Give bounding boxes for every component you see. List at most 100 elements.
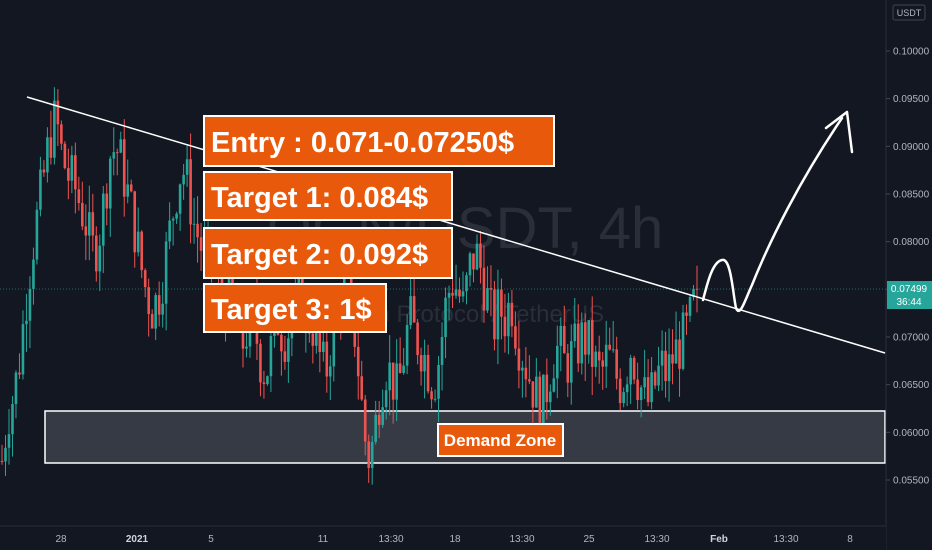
candle-up — [53, 100, 56, 158]
candle-up — [573, 323, 577, 342]
candle-down — [157, 295, 161, 315]
candle-up — [433, 398, 437, 400]
candle-up — [171, 218, 175, 221]
time-tick-label: Feb — [710, 534, 728, 545]
candle-down — [349, 272, 353, 288]
candle-up — [46, 137, 49, 173]
candle-up — [552, 378, 556, 392]
time-tick-label: 25 — [583, 534, 595, 545]
price-tick-label: 0.07000 — [893, 333, 930, 344]
candle-down — [615, 349, 618, 379]
candle-down — [590, 320, 594, 367]
candle-down — [143, 270, 147, 288]
target2-label[interactable]: Target 2: 0.092$ — [203, 227, 453, 279]
candle-down — [503, 316, 507, 337]
candle-down — [105, 193, 109, 209]
candle-up — [35, 209, 39, 260]
candle-up — [475, 243, 479, 270]
candle-up — [444, 297, 447, 338]
demand-zone-label[interactable]: Demand Zone — [437, 423, 564, 457]
price-tick-label: 0.08500 — [893, 190, 930, 201]
candle-up — [178, 184, 182, 214]
candle-down — [430, 391, 433, 400]
candle-down — [493, 289, 496, 340]
time-tick-label: 8 — [847, 534, 853, 545]
candle-up — [388, 362, 391, 391]
candle-down — [419, 355, 423, 372]
candle-up — [409, 296, 412, 326]
candle-down — [199, 237, 203, 251]
candle-down — [597, 351, 601, 361]
candle-down — [685, 312, 688, 316]
candle-down — [583, 322, 587, 355]
trendline[interactable] — [26, 96, 886, 354]
candle-down — [426, 354, 430, 392]
candle-up — [507, 302, 510, 337]
candle-down — [74, 155, 77, 190]
candle-up — [315, 324, 318, 346]
candle-up — [287, 338, 290, 362]
candle-up — [405, 325, 409, 366]
candle-up — [604, 344, 608, 367]
price-tick-label: 0.06500 — [893, 380, 930, 391]
price-axis[interactable]: USDT 0.10000 0.09500 0.09000 0.08500 0.08000… — [885, 0, 932, 550]
current-price-badge — [887, 281, 932, 309]
candle-down — [140, 231, 143, 271]
price-tick-label: 0.10000 — [893, 47, 930, 58]
candle-up — [245, 346, 248, 349]
candle-down — [259, 343, 262, 383]
candle-up — [465, 275, 468, 292]
time-tick-label: 11 — [318, 534, 329, 545]
candle-down — [601, 360, 605, 367]
candle-down — [67, 168, 70, 181]
candle-up — [657, 365, 660, 386]
candle-down — [653, 372, 657, 386]
candle-up — [556, 345, 559, 379]
candle-up — [88, 212, 91, 236]
candle-up — [643, 377, 646, 388]
candle-down — [189, 159, 192, 225]
target3-label[interactable]: Target 3: 1$ — [203, 283, 387, 333]
candle-up — [454, 289, 458, 296]
target3-text: Target 3: 1$ — [211, 294, 372, 326]
candle-down — [280, 334, 283, 352]
candle-up — [136, 231, 140, 253]
candle-down — [325, 341, 329, 377]
time-tick-label: 13:30 — [378, 534, 403, 545]
candle-up — [39, 169, 42, 210]
candle-down — [636, 379, 639, 401]
candle-down — [360, 376, 364, 400]
candle-down — [524, 367, 528, 380]
time-tick-label: 13:30 — [644, 534, 669, 545]
candle-down — [514, 326, 517, 349]
candle-up — [269, 336, 273, 377]
candle-down — [646, 377, 650, 403]
candle-down — [531, 381, 535, 408]
candle-down — [63, 143, 67, 169]
candle-down — [311, 333, 315, 346]
entry-label[interactable]: Entry : 0.071-0.07250$ — [203, 115, 555, 167]
candle-down — [412, 296, 416, 323]
candle-down — [479, 243, 482, 268]
time-axis[interactable]: 28 2021 5 11 13:30 18 13:30 25 13:30 Feb 13:30 8 — [0, 525, 886, 550]
candle-up — [4, 447, 7, 462]
price-tick-label: 0.05500 — [893, 476, 930, 487]
candle-down — [500, 289, 503, 317]
candle-up — [440, 337, 444, 365]
candle-down — [196, 223, 199, 238]
candle-up — [175, 213, 178, 219]
currency-badge — [892, 4, 926, 21]
candle-up — [486, 288, 489, 311]
currency-label: USDT — [897, 8, 922, 18]
candle-up — [7, 434, 11, 448]
candle-up — [384, 390, 388, 408]
candle-down — [318, 324, 322, 353]
candle-up — [461, 291, 465, 297]
candle-up — [101, 193, 105, 246]
candle-up — [98, 245, 102, 272]
target1-label[interactable]: Target 1: 0.084$ — [203, 171, 453, 221]
candle-up — [119, 139, 123, 153]
projection-arrow[interactable] — [701, 116, 844, 312]
candle-up — [168, 220, 171, 242]
